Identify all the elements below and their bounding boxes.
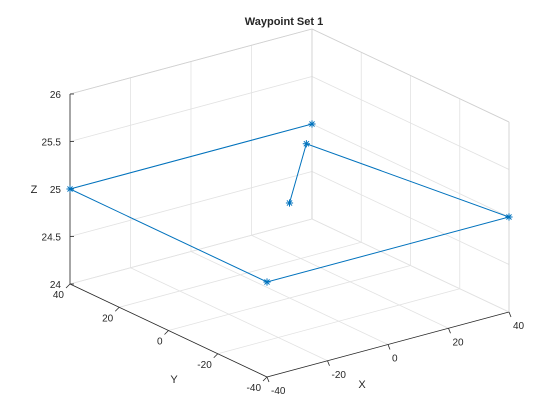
x-tick-label: -20: [332, 370, 347, 381]
marker-stroke: [309, 121, 315, 127]
y-tick: [262, 376, 268, 382]
grid-line: [311, 171, 510, 265]
grid-line: [311, 218, 510, 313]
waypoint-marker: [285, 199, 294, 207]
x-tick: [448, 328, 451, 334]
x-axis-label: X: [358, 379, 366, 391]
y-tick-label: 40: [53, 290, 65, 301]
y-tick: [114, 306, 120, 312]
waypoint-marker: [66, 185, 74, 193]
box-edge: [69, 28, 313, 95]
grid-line: [69, 171, 313, 237]
marker-stroke: [506, 214, 512, 220]
grid-line: [217, 288, 460, 355]
x-tick-label: 0: [392, 354, 398, 365]
grid-line: [311, 123, 510, 218]
marker-stroke: [67, 186, 73, 192]
waypoint-marker: [505, 213, 513, 221]
y-tick-label: 20: [102, 313, 114, 324]
grid-line: [311, 76, 510, 170]
box-edge: [311, 28, 510, 123]
grid-line: [69, 218, 313, 285]
x-tick-label: 20: [453, 337, 465, 348]
waypoint-marker: [308, 120, 316, 128]
y-tick: [213, 353, 219, 359]
grid-line: [69, 76, 313, 142]
z-tick-label: 24.5: [42, 233, 62, 244]
y-tick: [164, 330, 169, 335]
z-axis-label: Z: [31, 184, 38, 196]
y-tick-label: 0: [157, 337, 163, 348]
chart-title: Waypoint Set 1: [245, 16, 323, 28]
z-tick-label: 24: [50, 280, 62, 291]
grid-line: [119, 241, 362, 308]
waypoint-marker: [302, 140, 310, 148]
x-tick: [266, 376, 270, 383]
z-tick-label: 26: [50, 90, 62, 101]
marker-stroke: [286, 200, 293, 206]
grid-line: [168, 265, 411, 331]
y-axis-label: Y: [170, 374, 178, 386]
x-tick: [508, 311, 512, 318]
z-tick-label: 25.5: [42, 138, 62, 149]
x-tick: [327, 360, 330, 366]
tick-marks: [65, 93, 512, 383]
x-tick-label: 40: [513, 321, 525, 332]
y-tick-label: -40: [247, 383, 262, 394]
y-tick-label: -20: [197, 360, 212, 371]
x-tick-label: -40: [271, 386, 286, 397]
marker-stroke: [303, 140, 310, 147]
y-tick: [65, 283, 71, 289]
waypoint-path: [68, 123, 511, 283]
marker-stroke: [264, 279, 270, 285]
z-tick-label: 25: [50, 185, 62, 196]
x-tick: [387, 344, 391, 350]
data-series: [66, 120, 513, 286]
waypoint-marker: [263, 278, 271, 286]
